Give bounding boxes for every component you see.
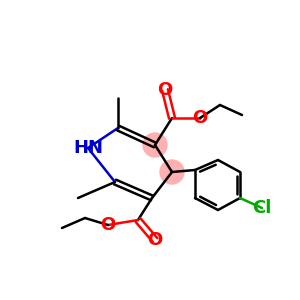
Text: O: O bbox=[100, 216, 116, 234]
Text: O: O bbox=[147, 231, 163, 249]
Text: Cl: Cl bbox=[252, 199, 272, 217]
Text: O: O bbox=[158, 81, 172, 99]
Text: HN: HN bbox=[73, 139, 103, 157]
Circle shape bbox=[160, 160, 184, 184]
Circle shape bbox=[143, 133, 167, 157]
Text: O: O bbox=[192, 109, 208, 127]
